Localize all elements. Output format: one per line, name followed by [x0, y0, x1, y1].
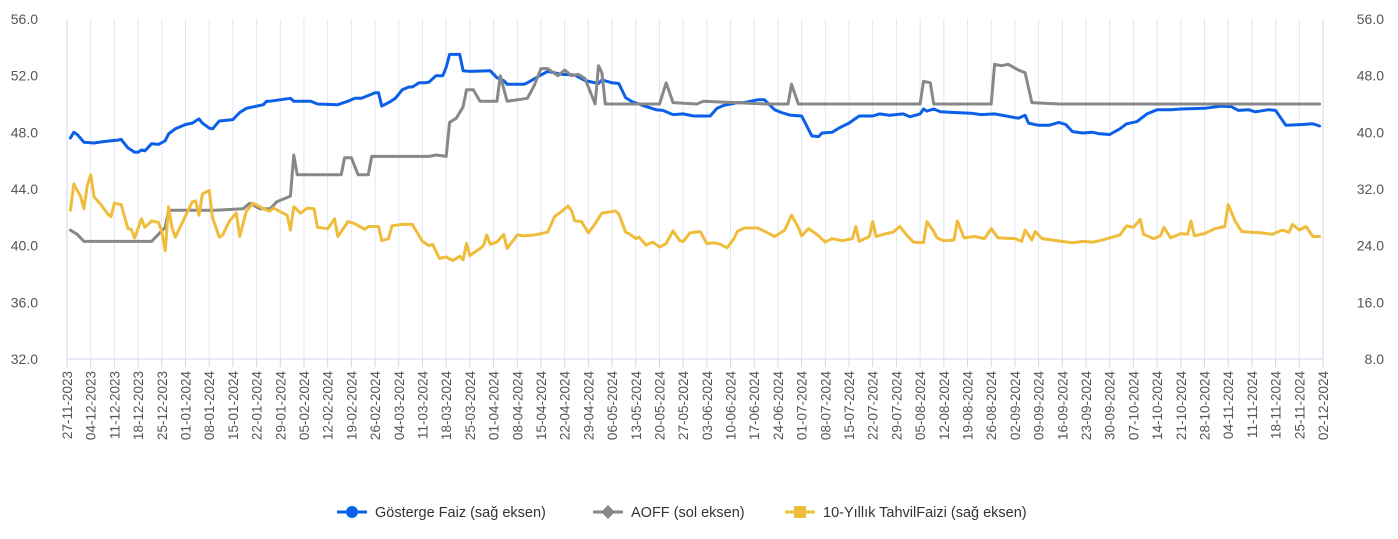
x-axis-tick-label: 29-01-2024	[273, 371, 288, 441]
x-axis-tick-label: 15-07-2024	[842, 371, 857, 441]
x-axis-tick-label: 20-05-2024	[652, 371, 667, 441]
x-axis-tick-label: 19-02-2024	[344, 371, 359, 441]
x-axis-tick-label: 11-11-2024	[1245, 371, 1260, 439]
x-axis-tick-label: 17-06-2024	[747, 371, 762, 441]
left-axis-tick-label: 36.0	[11, 294, 38, 310]
x-axis-tick-label: 15-04-2024	[534, 371, 549, 441]
legend-item-1[interactable]: Gösterge Faiz (sağ eksen)	[337, 505, 546, 521]
right-axis-tick-label: 24.0	[1357, 238, 1384, 254]
x-axis-tick-label: 23-09-2024	[1079, 371, 1094, 441]
x-axis-tick-label: 19-08-2024	[961, 371, 976, 441]
x-axis-tick-label: 24-06-2024	[771, 371, 786, 441]
grid	[66, 19, 1324, 359]
x-axis-tick-label: 08-07-2024	[818, 371, 833, 441]
x-axis-tick-label: 05-08-2024	[913, 371, 928, 441]
x-axis-tick-label: 25-12-2023	[155, 371, 170, 440]
legend[interactable]: Gösterge Faiz (sağ eksen) AOFF (sol eksen…	[337, 505, 1027, 521]
x-axis-tick-label: 12-02-2024	[321, 371, 336, 441]
x-axis-tick-label: 18-03-2024	[439, 371, 454, 441]
legend-item-3[interactable]: 10-Yıllık TahvilFaizi (sağ eksen)	[785, 505, 1027, 521]
x-axis-tick-label: 18-11-2024	[1269, 371, 1284, 440]
right-axis-tick-label: 56.0	[1357, 11, 1384, 27]
series-line-1	[68, 52, 1322, 154]
left-axis-tick-label: 56.0	[11, 11, 38, 27]
left-axis-tick-label: 44.0	[11, 181, 38, 197]
x-axis-tick-label: 27-11-2023	[60, 371, 75, 439]
x-axis-tick-label: 21-10-2024	[1174, 371, 1189, 441]
x-axis-tick-label: 26-02-2024	[368, 371, 383, 441]
x-axis-tick-label: 22-07-2024	[866, 371, 881, 441]
axes: 32.0 36.0 40.0 44.0 48.0 52.0 56.0 8.0 16.0 24.0 3…	[11, 11, 1384, 440]
x-axis-tick-label: 30-09-2024	[1103, 371, 1118, 441]
x-axis-tick-label: 16-09-2024	[1055, 371, 1070, 441]
left-axis-tick-label: 32.0	[11, 351, 38, 367]
diamond-marker-icon	[601, 505, 615, 519]
x-axis-tick-label: 28-10-2024	[1198, 371, 1213, 441]
x-axis-tick-label: 04-12-2023	[84, 371, 99, 440]
legend-label-3: 10-Yıllık TahvilFaizi (sağ eksen)	[823, 505, 1027, 521]
right-axis-tick-label: 16.0	[1357, 294, 1384, 310]
right-axis-tick-label: 40.0	[1357, 124, 1384, 140]
x-axis-tick-label: 25-03-2024	[463, 371, 478, 441]
x-axis-tick-label: 08-04-2024	[510, 371, 525, 441]
x-axis-tick-label: 10-06-2024	[724, 371, 739, 441]
left-axis-tick-label: 40.0	[11, 238, 38, 254]
x-axis-tick-label: 22-01-2024	[250, 371, 265, 441]
x-axis-tick-label: 27-05-2024	[676, 371, 691, 441]
x-axis-tick-label: 02-09-2024	[1008, 371, 1023, 441]
x-axis-tick-label: 01-04-2024	[487, 371, 502, 441]
x-axis-tick-label: 11-03-2024	[415, 371, 430, 440]
x-axis-tick-label: 13-05-2024	[629, 371, 644, 441]
legend-label-1: Gösterge Faiz (sağ eksen)	[375, 505, 546, 521]
series-line-3	[68, 173, 1322, 262]
legend-item-2[interactable]: AOFF (sol eksen)	[593, 505, 745, 521]
series-lines	[68, 52, 1322, 262]
x-axis-tick-label: 11-12-2023	[107, 371, 122, 439]
x-axis-tick-label: 15-01-2024	[226, 371, 241, 441]
circle-marker-icon	[346, 506, 358, 518]
x-axis-tick-label: 22-04-2024	[558, 371, 573, 441]
x-axis-tick-label: 08-01-2024	[202, 371, 217, 441]
left-axis-tick-label: 52.0	[11, 68, 38, 84]
x-axis-tick-label: 18-12-2023	[131, 371, 146, 440]
square-marker-icon	[794, 506, 806, 518]
x-axis-tick-label: 05-02-2024	[297, 371, 312, 441]
series-line-2	[68, 62, 1322, 243]
x-axis-tick-label: 09-09-2024	[1032, 371, 1047, 441]
x-axis-tick-label: 29-07-2024	[889, 371, 904, 441]
x-axis-tick-label: 14-10-2024	[1150, 371, 1165, 441]
x-axis-tick-label: 01-01-2024	[178, 371, 193, 441]
x-axis-tick-label: 04-11-2024	[1221, 371, 1236, 440]
x-axis-tick-label: 04-03-2024	[392, 371, 407, 441]
right-axis-tick-label: 8.0	[1365, 351, 1385, 367]
x-axis-tick-label: 29-04-2024	[581, 371, 596, 441]
x-axis-tick-label: 06-05-2024	[605, 371, 620, 441]
right-axis-tick-label: 48.0	[1357, 68, 1384, 84]
x-axis-tick-label: 02-12-2024	[1316, 371, 1331, 441]
right-axis-tick-label: 32.0	[1357, 181, 1384, 197]
x-axis-tick-label: 07-10-2024	[1126, 371, 1141, 441]
legend-label-2: AOFF (sol eksen)	[631, 505, 745, 521]
x-axis-tick-label: 01-07-2024	[795, 371, 810, 441]
left-axis-tick-label: 48.0	[11, 124, 38, 140]
x-axis-tick-label: 03-06-2024	[700, 371, 715, 441]
x-axis-tick-label: 25-11-2024	[1292, 371, 1307, 440]
x-axis-tick-label: 12-08-2024	[937, 371, 952, 441]
x-axis-tick-label: 26-08-2024	[984, 371, 999, 441]
